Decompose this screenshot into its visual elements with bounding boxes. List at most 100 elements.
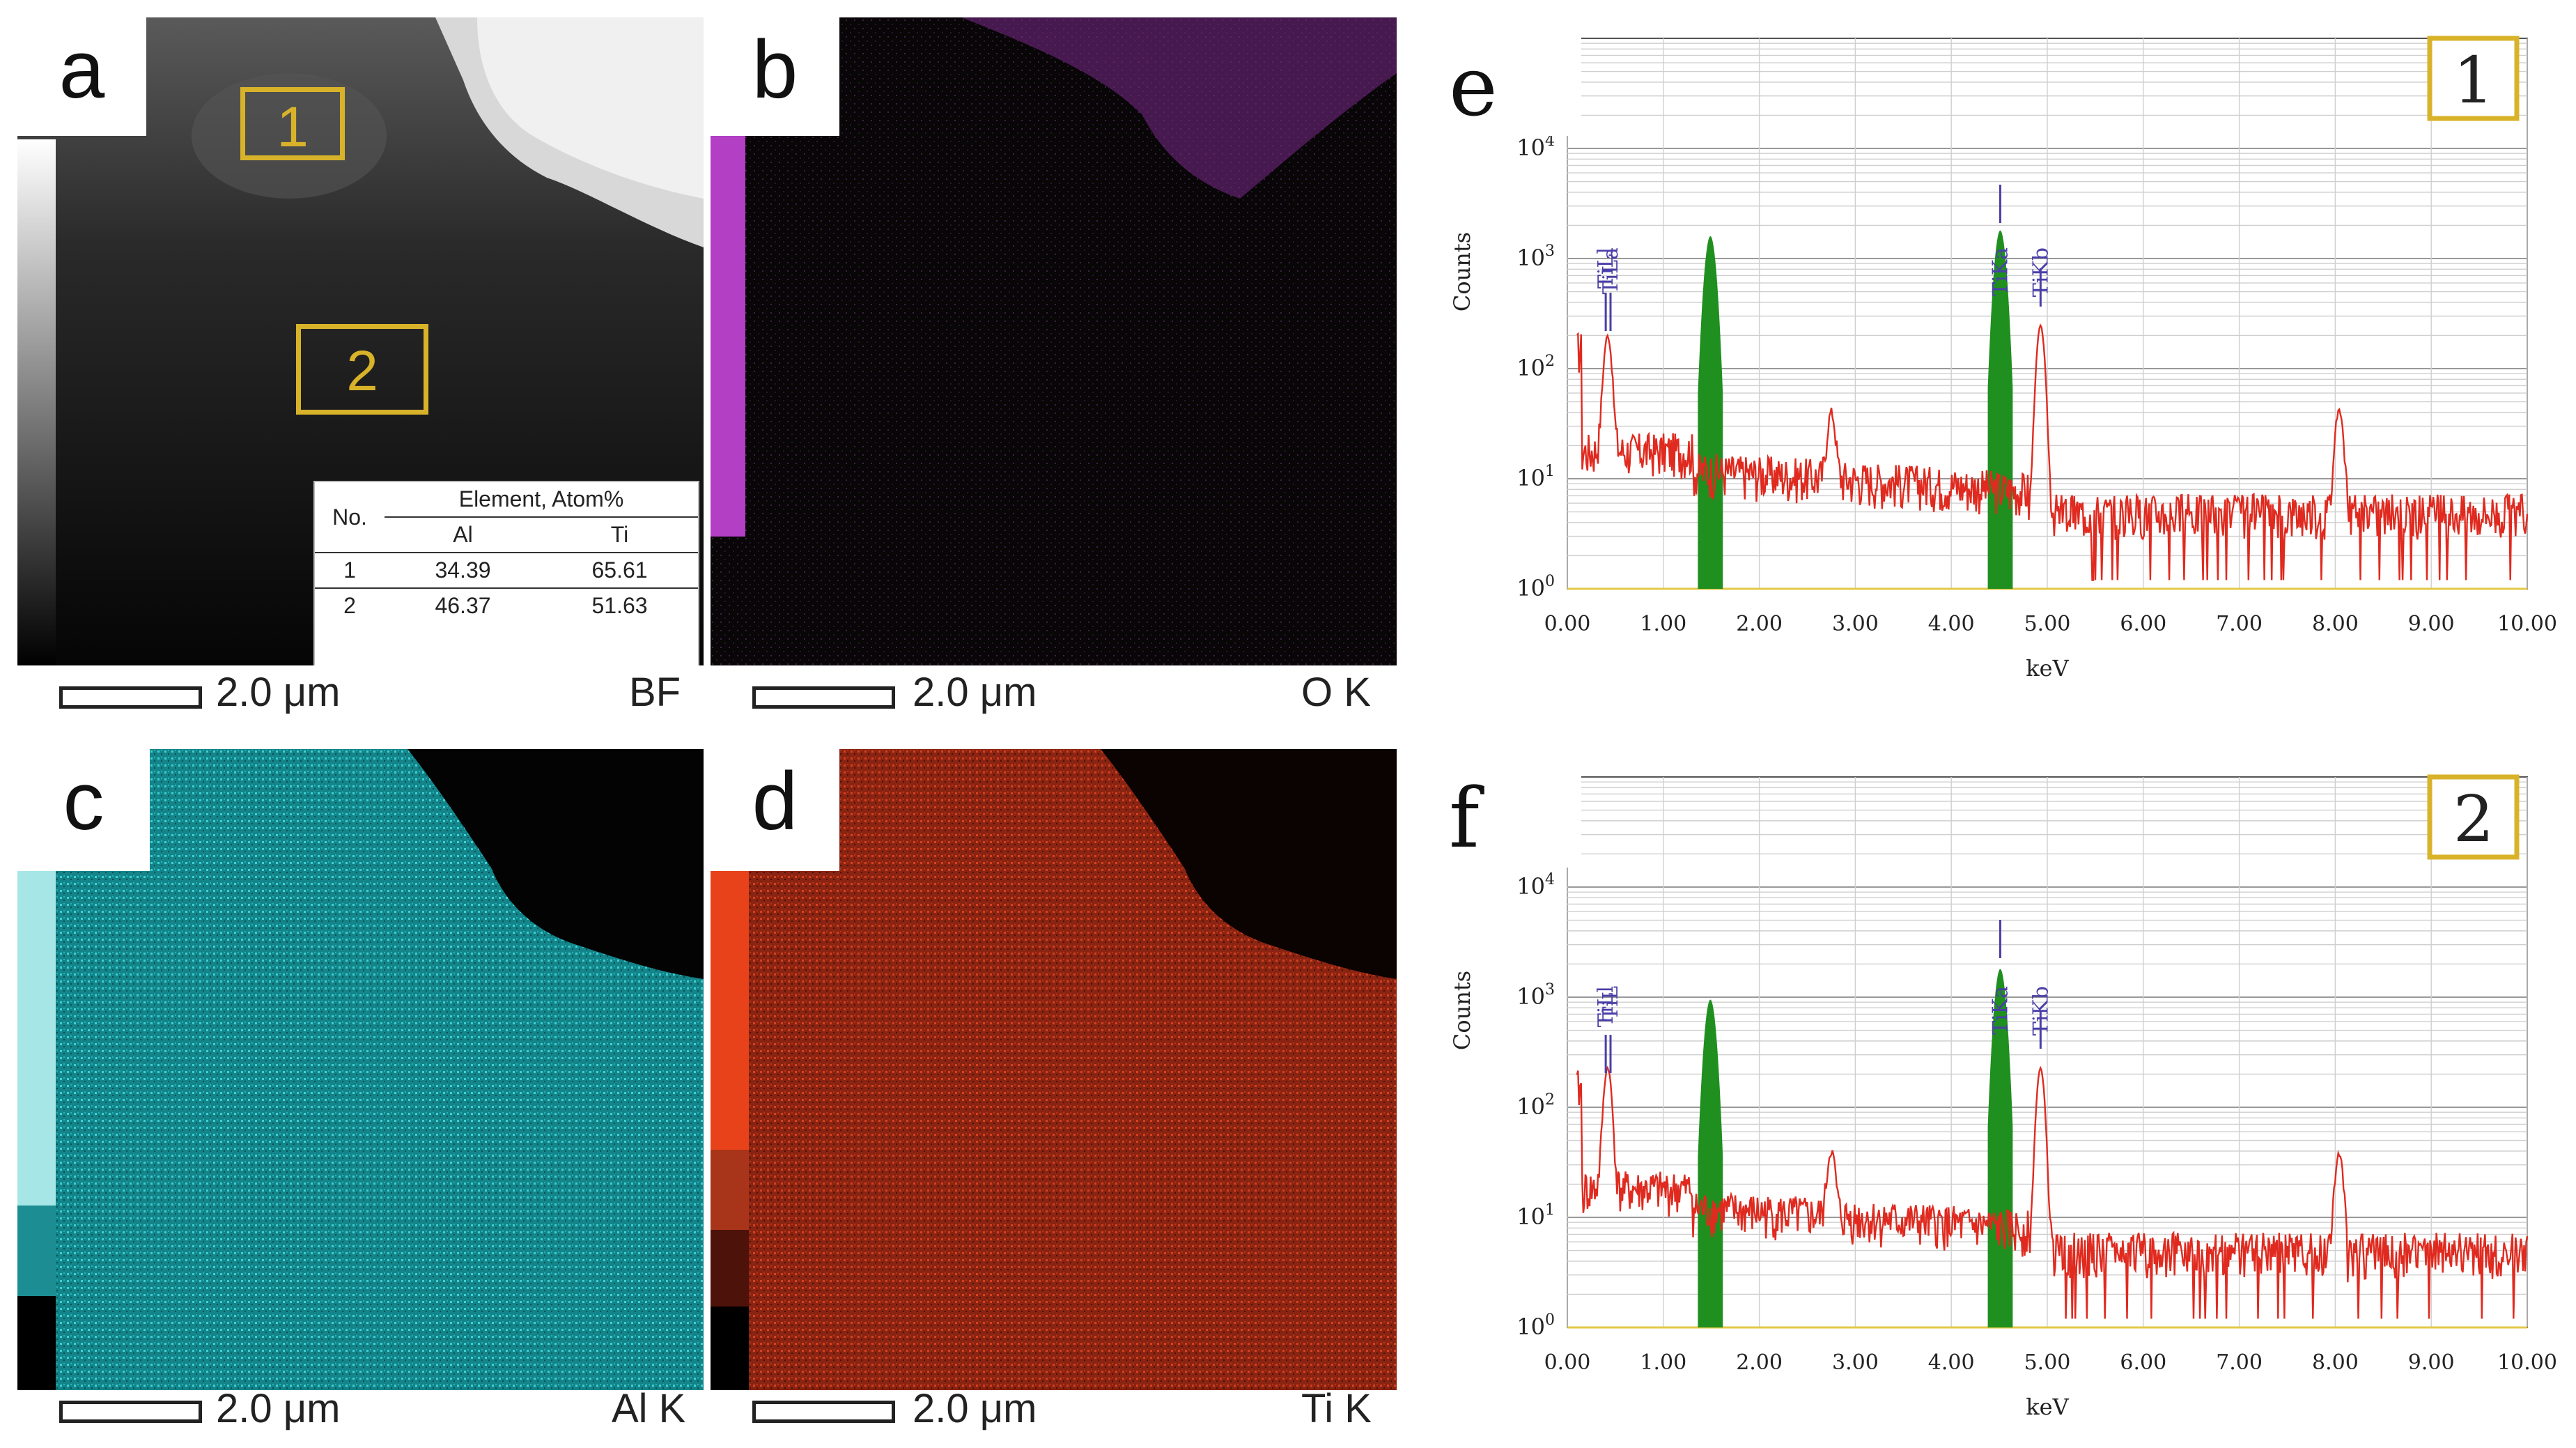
peak-label: TiL: [1599, 986, 1623, 1021]
table-row-2-no: 2: [343, 593, 356, 618]
x-tick-label: 10.00: [2497, 612, 2557, 636]
x-tick-label: 5.00: [2024, 612, 2071, 636]
table-row-2-al: 46.37: [435, 593, 491, 618]
channel-label-a: BF: [629, 670, 681, 715]
panel-letter-c: c: [17, 749, 150, 871]
x-tick-label: 8.00: [2312, 612, 2359, 636]
peak-label: TiLa: [1599, 247, 1623, 295]
channel-label-c: Al K: [612, 1386, 686, 1431]
scale-bar-b: [752, 686, 895, 709]
panel-letter-b: b: [711, 17, 839, 136]
spectrum-line: [1576, 1065, 2529, 1319]
filled-peak: [1698, 236, 1723, 589]
y-axis-label: Counts: [1449, 971, 1475, 1050]
eds-spectrum-f: 0.00 1.00 2.00 3.00 4.00 5.00 6.00 7.00 8.00 9.00…: [1414, 756, 2576, 1448]
y-tick-label: 101: [1516, 1201, 1555, 1230]
x-axis-label: keV: [2026, 655, 2069, 681]
table-header-no: No.: [332, 504, 367, 530]
panel-letter-a: a: [17, 17, 146, 136]
x-tick-label: 7.00: [2216, 612, 2263, 636]
panel-letter-bg: [1414, 24, 1581, 136]
channel-label-d: Ti K: [1301, 1386, 1372, 1431]
peak-label: TiLl: [1594, 247, 1618, 288]
y-tick-label: 101: [1516, 463, 1555, 491]
panel-letter-bg: [1414, 756, 1581, 868]
scale-label-c: 2.0 μm: [216, 1386, 341, 1431]
aluminum-bar-high: [17, 871, 56, 1206]
titanium-bar-high: [711, 871, 749, 1150]
region-label: 2: [2453, 782, 2494, 856]
bf-image-panel: a 1 2 No. Element, Atom% Al Ti 1 34.39 6…: [17, 17, 704, 665]
x-tick-label: 0.00: [1544, 612, 1591, 636]
x-tick-label: 0.00: [1544, 1350, 1591, 1375]
eds-chart-e: 0.00 1.00 2.00 3.00 4.00 5.00 6.00 7.00 8.00 9.00…: [1414, 24, 2557, 681]
roi-label-2: 2: [346, 339, 378, 403]
filled-peak: [1987, 969, 2013, 1327]
scale-label-b: 2.0 μm: [913, 670, 1037, 715]
oxygen-map-panel: b: [711, 17, 1397, 665]
scale-bar-c: [59, 1401, 202, 1423]
x-tick-label: 9.00: [2408, 1350, 2455, 1375]
bf-intensity-bar: [17, 139, 56, 665]
aluminum-bar-mid: [17, 1206, 56, 1296]
panel-letter: e: [1449, 38, 1498, 134]
x-axis-label: keV: [2026, 1394, 2069, 1420]
panel-letter-d: d: [711, 749, 839, 871]
roi-box-2: 2: [296, 324, 428, 415]
scale-bar-a: [59, 686, 202, 709]
x-tick-label: 9.00: [2408, 612, 2455, 636]
y-tick-label: 102: [1516, 1091, 1555, 1120]
oxygen-map: [711, 17, 1397, 665]
oxygen-intensity-bar: [711, 136, 745, 537]
aluminum-map-panel: c: [17, 749, 704, 1390]
y-tick-label: 104: [1516, 132, 1555, 161]
scale-label-a: 2.0 μm: [216, 670, 341, 715]
x-tick-label: 7.00: [2216, 1350, 2263, 1375]
table-row-1-al: 34.39: [435, 557, 491, 583]
spectrum-line: [1576, 323, 2529, 581]
titanium-map-panel: d: [711, 749, 1397, 1390]
region-label: 1: [2453, 43, 2494, 118]
y-tick-label: 100: [1516, 1311, 1555, 1340]
channel-label-b: O K: [1301, 670, 1371, 715]
roi-box-1: 1: [240, 87, 345, 160]
roi-label-1: 1: [277, 95, 309, 159]
x-tick-label: 1.00: [1640, 612, 1686, 636]
y-tick-label: 100: [1516, 573, 1555, 601]
aluminum-map: [17, 749, 704, 1390]
titanium-bar-mid: [711, 1150, 749, 1230]
y-tick-label: 102: [1516, 353, 1555, 381]
y-tick-label: 103: [1516, 981, 1555, 1010]
titanium-bar-zero: [711, 1307, 749, 1390]
peak-label: TiLl: [1594, 986, 1618, 1027]
peak-label: TiKa: [1988, 247, 2012, 296]
scale-label-d: 2.0 μm: [913, 1386, 1037, 1431]
x-tick-label: 10.00: [2497, 1350, 2557, 1375]
x-tick-label: 3.00: [1832, 612, 1879, 636]
x-tick-label: 2.00: [1736, 1350, 1783, 1375]
x-tick-label: 6.00: [2120, 1350, 2166, 1375]
eds-spectrum-e: 0.00 1.00 2.00 3.00 4.00 5.00 6.00 7.00 8.00 9.00…: [1414, 17, 2576, 714]
table-row-2-ti: 51.63: [591, 593, 648, 618]
x-tick-label: 1.00: [1640, 1350, 1686, 1375]
region-box: [2427, 36, 2520, 121]
y-tick-label: 104: [1516, 871, 1555, 900]
region-box: [2427, 774, 2520, 860]
x-tick-label: 8.00: [2312, 1350, 2359, 1375]
scale-bar-d: [752, 1401, 895, 1423]
table-header-al: Al: [453, 522, 473, 547]
x-tick-label: 6.00: [2120, 612, 2166, 636]
filled-peak: [1698, 999, 1723, 1327]
x-tick-label: 3.00: [1832, 1350, 1879, 1375]
x-tick-label: 4.00: [1928, 612, 1975, 636]
filled-peak: [1987, 230, 2013, 589]
y-axis-label: Counts: [1449, 232, 1475, 311]
x-tick-label: 5.00: [2024, 1350, 2071, 1375]
composition-table: No. Element, Atom% Al Ti 1 34.39 65.61 2…: [313, 481, 699, 665]
table-header-ti: Ti: [610, 522, 629, 547]
x-tick-label: 4.00: [1928, 1350, 1975, 1375]
titanium-bar-low: [711, 1230, 749, 1307]
peak-label: TiKa: [1988, 986, 2012, 1035]
panel-letter: f: [1449, 770, 1484, 866]
table-row-1-no: 1: [343, 557, 356, 583]
